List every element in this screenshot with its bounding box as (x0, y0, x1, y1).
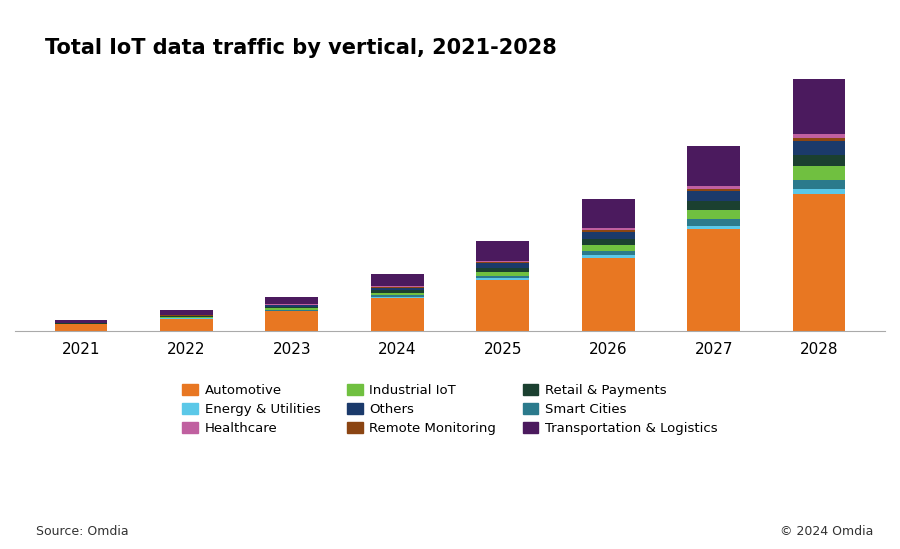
Bar (476, 241, 529, 261)
Bar (371, 295, 424, 297)
Bar (688, 191, 740, 201)
Bar (581, 232, 634, 239)
Bar (581, 199, 634, 228)
Bar (371, 273, 424, 286)
Bar (476, 262, 529, 264)
Bar (371, 288, 424, 290)
Bar (581, 245, 634, 251)
Bar (793, 141, 845, 155)
Bar (266, 309, 319, 310)
Text: Source: Omdia: Source: Omdia (36, 525, 129, 538)
Bar (476, 278, 529, 280)
Bar (160, 319, 212, 331)
Bar (688, 229, 740, 331)
Bar (55, 320, 107, 323)
Bar (793, 138, 845, 141)
Bar (581, 239, 634, 245)
Bar (160, 317, 212, 318)
Bar (688, 146, 740, 186)
Bar (688, 189, 740, 191)
Bar (266, 297, 319, 304)
Bar (581, 230, 634, 232)
Bar (266, 305, 319, 307)
Bar (371, 286, 424, 287)
Bar (793, 194, 845, 331)
Bar (476, 276, 529, 278)
Bar (688, 210, 740, 220)
Bar (688, 201, 740, 210)
Legend: Automotive, Energy & Utilities, Healthcare, Industrial IoT, Others, Remote Monit: Automotive, Energy & Utilities, Healthca… (177, 378, 723, 440)
Bar (476, 280, 529, 331)
Bar (371, 287, 424, 288)
Bar (581, 255, 634, 258)
Bar (55, 324, 107, 331)
Text: © 2024 Omdia: © 2024 Omdia (779, 525, 873, 538)
Bar (371, 293, 424, 295)
Bar (160, 311, 212, 315)
Text: Total IoT data traffic by vertical, 2021-2028: Total IoT data traffic by vertical, 2021… (45, 38, 557, 58)
Bar (793, 79, 845, 135)
Bar (793, 189, 845, 194)
Bar (581, 228, 634, 230)
Bar (688, 220, 740, 226)
Bar (160, 316, 212, 317)
Bar (371, 290, 424, 293)
Bar (476, 272, 529, 276)
Bar (266, 310, 319, 311)
Bar (793, 166, 845, 180)
Bar (371, 298, 424, 331)
Bar (266, 307, 319, 309)
Bar (793, 155, 845, 166)
Bar (266, 304, 319, 305)
Bar (476, 264, 529, 268)
Bar (688, 186, 740, 189)
Bar (476, 261, 529, 262)
Bar (581, 251, 634, 255)
Bar (371, 297, 424, 298)
Bar (793, 135, 845, 138)
Bar (476, 268, 529, 272)
Bar (688, 226, 740, 229)
Bar (266, 311, 319, 331)
Bar (793, 180, 845, 189)
Bar (581, 258, 634, 331)
